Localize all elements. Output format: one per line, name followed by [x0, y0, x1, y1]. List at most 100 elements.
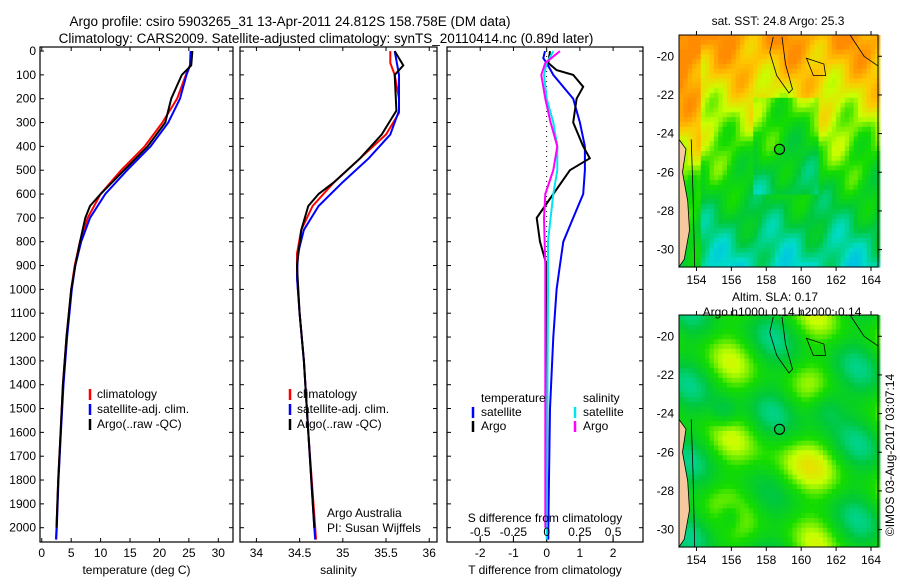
map-cell [687, 194, 693, 200]
map-cell [792, 213, 798, 220]
map-cell [705, 112, 711, 118]
map-cell [735, 112, 741, 118]
map-cell [705, 180, 711, 186]
map-cell [709, 460, 715, 466]
map-cell [809, 126, 815, 133]
map-cell [805, 126, 811, 133]
map-cell [740, 233, 746, 239]
map-cell [687, 489, 693, 495]
map-cell [779, 160, 785, 167]
map-cell [792, 54, 798, 60]
map-cell [700, 532, 706, 538]
y-tick-label: 1900 [9, 497, 36, 511]
map-cell [849, 445, 855, 451]
map-cell [722, 54, 728, 60]
map-cell [818, 59, 824, 65]
map-cell [692, 503, 698, 509]
map-cell [740, 199, 746, 205]
map-cell [853, 503, 859, 509]
map-cell [805, 165, 811, 171]
map-cell [766, 155, 772, 162]
map-cell [766, 107, 772, 113]
map-cell [775, 252, 780, 258]
map-cell [801, 78, 807, 84]
map-cell [722, 44, 728, 51]
map-cell [840, 170, 846, 176]
map-cell [744, 440, 750, 447]
map-cell [718, 39, 724, 46]
map-cell [696, 373, 702, 379]
map-cell [757, 73, 763, 80]
map-cell [740, 363, 746, 369]
map-cell [775, 257, 780, 263]
map-cell [814, 411, 820, 418]
map-cell [683, 431, 689, 437]
map-cell [744, 358, 750, 364]
map-cell [796, 426, 802, 432]
map-cell [757, 315, 763, 321]
map-cell [862, 484, 868, 490]
map-cell [805, 209, 811, 215]
map-cell [713, 329, 719, 335]
map-cell [775, 426, 780, 432]
map-cell [696, 262, 702, 268]
map-cell [857, 141, 863, 147]
lat-tick-label: -30 [657, 243, 675, 257]
map-cell [801, 319, 807, 326]
map-cell [770, 252, 776, 258]
map-cell [731, 353, 737, 360]
map-cell [757, 503, 763, 509]
map-cell [700, 117, 706, 123]
map-cell [862, 242, 868, 249]
s-diff-tick-label: 0.25 [568, 525, 592, 539]
map-cell [748, 247, 754, 254]
map-cell [818, 107, 824, 113]
map-cell [809, 469, 815, 476]
map-cell [748, 532, 754, 538]
map-cell [818, 431, 824, 437]
map-cell [718, 344, 724, 350]
map-cell [722, 117, 728, 123]
map-cell [809, 329, 815, 335]
map-cell [696, 228, 702, 234]
map-cell [862, 228, 868, 234]
map-cell [849, 464, 855, 471]
map-cell [862, 508, 868, 514]
map-cell [801, 406, 807, 413]
map-cell [735, 180, 741, 186]
map-cell [827, 368, 833, 374]
map-cell [801, 97, 807, 104]
map-cell [805, 223, 811, 229]
map-cell [792, 498, 798, 505]
map-cell [814, 83, 820, 89]
map-cell [705, 242, 711, 249]
map-cell [713, 358, 719, 364]
map-cell [801, 498, 807, 505]
map-cell [853, 542, 859, 548]
map-cell [718, 513, 724, 519]
map-cell [788, 209, 794, 215]
map-cell [696, 64, 702, 70]
map-cell [696, 469, 702, 476]
map-cell [692, 213, 698, 220]
map-cell [748, 64, 754, 70]
map-cell [783, 440, 789, 447]
map-cell [783, 411, 789, 418]
map-cell [853, 363, 859, 369]
map-cell [722, 368, 728, 374]
map-cell [722, 397, 728, 403]
map-cell [713, 204, 719, 210]
map-cell [744, 155, 750, 162]
map-cell [727, 78, 732, 84]
map-cell [788, 68, 794, 75]
map-cell [827, 416, 833, 422]
map-cell [700, 39, 706, 46]
map-cell [770, 68, 776, 75]
map-cell [788, 155, 794, 162]
map-cell [696, 513, 702, 519]
map-cell [761, 146, 767, 152]
map-cell [753, 189, 759, 196]
map-cell [727, 160, 732, 167]
map-cell [814, 194, 820, 200]
map-cell [770, 49, 776, 55]
